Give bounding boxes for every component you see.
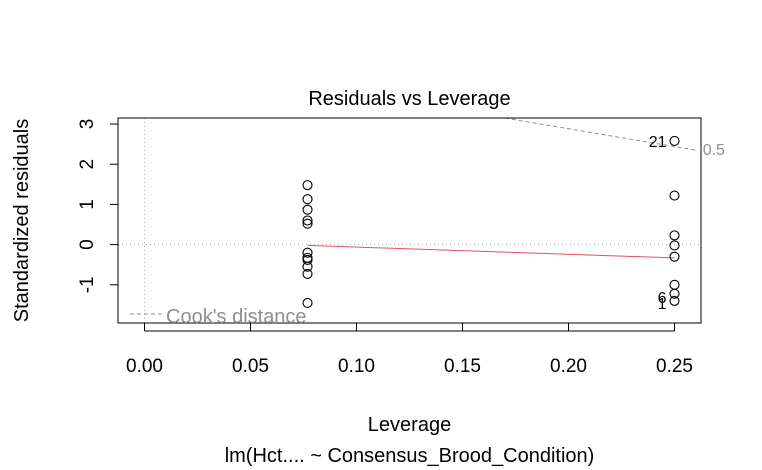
data-point: [302, 254, 313, 265]
smooth-line-layer: [307, 244, 675, 259]
point-labels: 21 61: [649, 134, 667, 313]
data-point: [669, 251, 680, 262]
y-tick-label: -1: [77, 276, 98, 293]
data-point: [302, 218, 313, 229]
point-label: 21: [649, 134, 667, 151]
data-point: [302, 268, 313, 280]
cooks-contour-label: 0.5: [703, 142, 725, 159]
y-axis-label: Standardized residuals: [11, 119, 33, 322]
data-point: [302, 297, 313, 308]
cooks-distance-legend: Cook's distance: [130, 306, 307, 328]
data-point: [302, 204, 313, 215]
data-point: [302, 261, 313, 272]
axes: [117, 117, 702, 324]
data-points: [302, 135, 680, 308]
point-label: 1: [658, 296, 667, 313]
cooks-contour: [504, 117, 696, 151]
data-point: [302, 215, 313, 226]
plot-frame: [117, 117, 702, 324]
x-tick-label: 0.10: [338, 356, 375, 377]
x-axis-label: Leverage: [368, 414, 451, 436]
x-tick-label: 0.25: [656, 356, 693, 377]
x-tick-label: 0.15: [444, 356, 481, 377]
data-point: [302, 194, 313, 205]
point-label: 6: [658, 290, 667, 307]
y-tick-label: 0: [77, 239, 98, 250]
data-point: [669, 230, 680, 241]
data-point: [669, 240, 680, 251]
data-point: [669, 190, 680, 201]
data-point: [669, 279, 680, 290]
data-point: [302, 252, 313, 263]
data-point: [669, 295, 680, 306]
axis-ticks: 0.00 0.05 0.10 0.15 0.20 0.25 -1 0 1 2 3: [77, 119, 693, 377]
model-formula-subtitle: lm(Hct.... ~ Consensus_Brood_Condition): [225, 445, 595, 467]
y-tick-label: 2: [77, 159, 98, 170]
legend-label: Cook's distance: [166, 306, 307, 328]
x-tick-label: 0.00: [126, 356, 163, 377]
x-tick-label: 0.05: [232, 356, 269, 377]
data-point: [669, 288, 680, 299]
smooth-line: [307, 244, 675, 259]
cooks-distance-layer: 0.5: [504, 117, 725, 159]
reference-lines: [118, 118, 701, 323]
data-point: [302, 180, 313, 191]
y-tick-label: 1: [77, 199, 98, 210]
data-point: [669, 135, 680, 146]
y-tick-label: 3: [77, 119, 98, 130]
chart-title: Residuals vs Leverage: [308, 88, 510, 110]
data-point: [302, 247, 313, 258]
x-tick-label: 0.20: [550, 356, 587, 377]
